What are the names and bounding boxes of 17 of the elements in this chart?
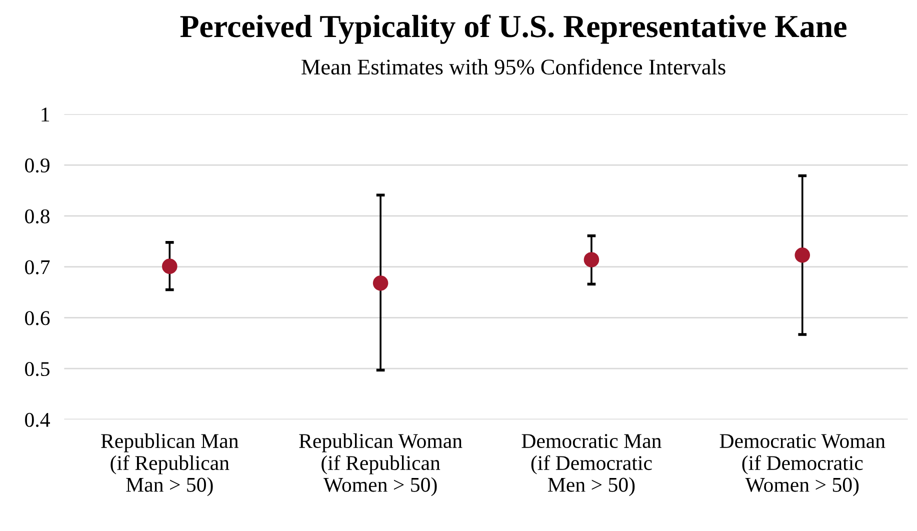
y-tick-label: 1: [42, 108, 50, 122]
point: [162, 258, 178, 274]
y-tick-label: 0.6: [25, 311, 50, 326]
y-tick-label: 0.7: [25, 260, 50, 274]
chart-title: Perceived Typicality of U.S. Representative Kane: [180, 14, 846, 44]
y-tick-label: 0.9: [25, 158, 50, 173]
x-tick-label: Republican Man (if Republican Man > 50): [101, 433, 238, 496]
point: [372, 275, 388, 291]
point: [584, 252, 600, 268]
y-tick-label: 0.4: [25, 412, 50, 428]
x-tick-label: Democratic Woman (if Democratic Women > 50): [720, 434, 886, 496]
y-tick-label: 0.8: [25, 209, 50, 224]
x-tick-label: Democratic Man (if Democratic Men > 50): [522, 434, 662, 496]
chart-subtitle: Mean Estimates with 95% Confidence Intervals: [302, 58, 726, 75]
y-tick-label: 0.5: [25, 362, 50, 376]
x-tick-label: Republican Woman (if Republican Women > 50): [299, 433, 462, 496]
point: [794, 247, 810, 263]
